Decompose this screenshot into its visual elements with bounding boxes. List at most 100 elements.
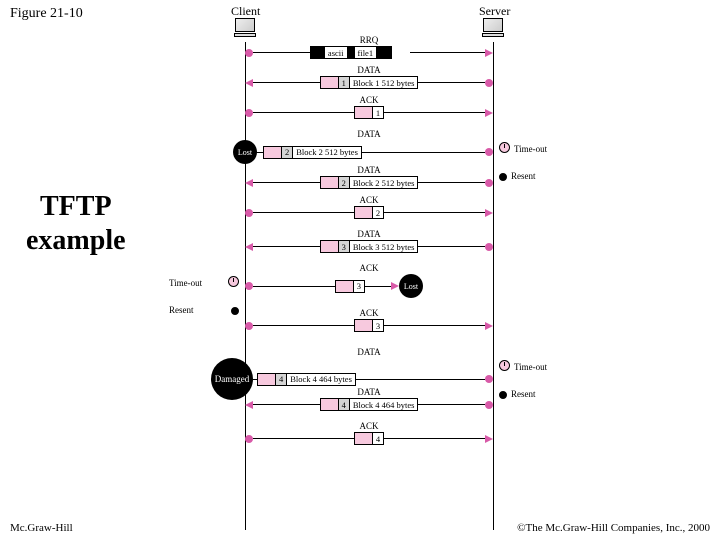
arrow-tail [245,282,253,290]
packet-field: 1 [373,107,383,118]
packet-boxes: 4 [354,432,384,445]
publisher-label: Mc.Graw-Hill [10,522,73,534]
message-arrow: 1 [245,106,493,119]
page-title: TFTP example [26,190,126,257]
message-row: ACK3 [185,319,555,333]
packet-field: 4 [339,399,350,410]
resent-label: Resent [169,305,194,315]
clock-marker-icon [228,276,239,287]
lost-marker: Lost [233,140,257,164]
resent-marker-icon [499,173,507,181]
packet-field: Block 2 512 bytes [350,177,418,188]
packet-field [258,374,276,385]
arrow-tail [485,243,493,251]
message-row: ACK2 [185,206,555,220]
packet-boxes: 3Block 3 512 bytes [320,240,419,253]
packet-field: file1 [355,47,378,58]
arrow-head-icon [485,49,493,57]
figure-label: Figure 21-10 [10,6,83,22]
packet-boxes: 1 [354,106,384,119]
packet-field: 2 [282,147,293,158]
lost-marker: Lost [399,274,423,298]
packet-boxes: ascii file1 [310,46,392,59]
arrow-tail [485,79,493,87]
arrow-tail [245,322,253,330]
message-arrow: 4 [245,432,493,445]
timeout-event: Time-out Resent [499,142,569,183]
packet-field: 4 [373,433,383,444]
message-arrow: 3 [245,319,493,332]
message-row: RRQasciifile1 [185,46,555,60]
packet-field [355,107,373,118]
packet-field [321,241,339,252]
packet-field [311,47,325,58]
packet-field: 3 [354,281,364,292]
arrow-head-icon [485,109,493,117]
message-arrow: 1Block 1 512 bytes [245,76,493,89]
packet-boxes: 4Block 4 464 bytes [257,373,356,386]
arrow-head-icon [485,322,493,330]
arrow-tail [245,209,253,217]
message-arrow: Lost2Block 2 512 bytes [233,140,493,164]
packet-type-label: ACK [245,421,493,431]
timeout-label: Time-out [514,362,547,372]
arrow-head-icon [245,243,253,251]
packet-field: 3 [339,241,350,252]
arrow-tail [485,401,493,409]
packet-field: ascii [325,47,348,58]
packet-field: Block 4 464 bytes [350,399,418,410]
arrow-head-icon [485,435,493,443]
packet-field [264,147,282,158]
packet-field: 3 [373,320,383,331]
timeout-label: Time-out [169,278,202,288]
packet-type-label: DATA [245,129,493,139]
packet-boxes: 4Block 4 464 bytes [320,398,419,411]
packet-field [348,47,355,58]
timeout-event: Time-out Resent [169,276,239,317]
clock-marker-icon [499,142,510,153]
packet-type-label: DATA [245,229,493,239]
packet-field [355,320,373,331]
packet-field [321,177,339,188]
packet-type-label: ACK [245,263,493,273]
packet-type-label: DATA [245,387,493,397]
packet-boxes: 2Block 2 512 bytes [320,176,419,189]
arrow-tail [485,375,493,383]
message-arrow: ascii file1 [245,46,493,59]
arrow-head-icon [245,79,253,87]
packet-field: 1 [339,77,350,88]
packet-boxes: 1Block 1 512 bytes [320,76,419,89]
message-arrow: 4Block 4 464 bytes [245,398,493,411]
timeout-event: Time-outResent [499,360,569,401]
title-line-1: TFTP [26,190,126,224]
arrow-tail [245,435,253,443]
message-row: ACK1 [185,106,555,120]
sequence-diagram: Client Server RRQasciifile1DATA1Block 1 … [185,0,555,540]
arrow-tail [245,49,253,57]
server-label: Server [479,4,510,19]
packet-field: 4 [276,374,287,385]
packet-field: 2 [373,207,383,218]
packet-boxes: 3 [335,280,365,293]
packet-field [355,433,373,444]
title-line-2: example [26,224,126,258]
client-label: Client [231,4,260,19]
message-arrow: 3Block 3 512 bytes [245,240,493,253]
timeout-label: Time-out [514,144,547,154]
packet-type-label: DATA [245,347,493,357]
message-arrow: 3 Lost [245,274,423,298]
packet-field: Block 1 512 bytes [350,77,418,88]
message-row: DATA3Block 3 512 bytes [185,240,555,254]
packet-type-label: ACK [245,308,493,318]
resent-label: Resent [511,171,536,181]
packet-type-label: ACK [245,95,493,105]
clock-marker-icon [499,360,510,371]
packet-field [321,77,339,88]
message-arrow: 2 [245,206,493,219]
resent-marker-icon [499,391,507,399]
arrow-head-icon [245,401,253,409]
packet-field [321,399,339,410]
message-arrow: 2Block 2 512 bytes [245,176,493,189]
arrow-tail [485,179,493,187]
packet-type-label: DATA [245,65,493,75]
